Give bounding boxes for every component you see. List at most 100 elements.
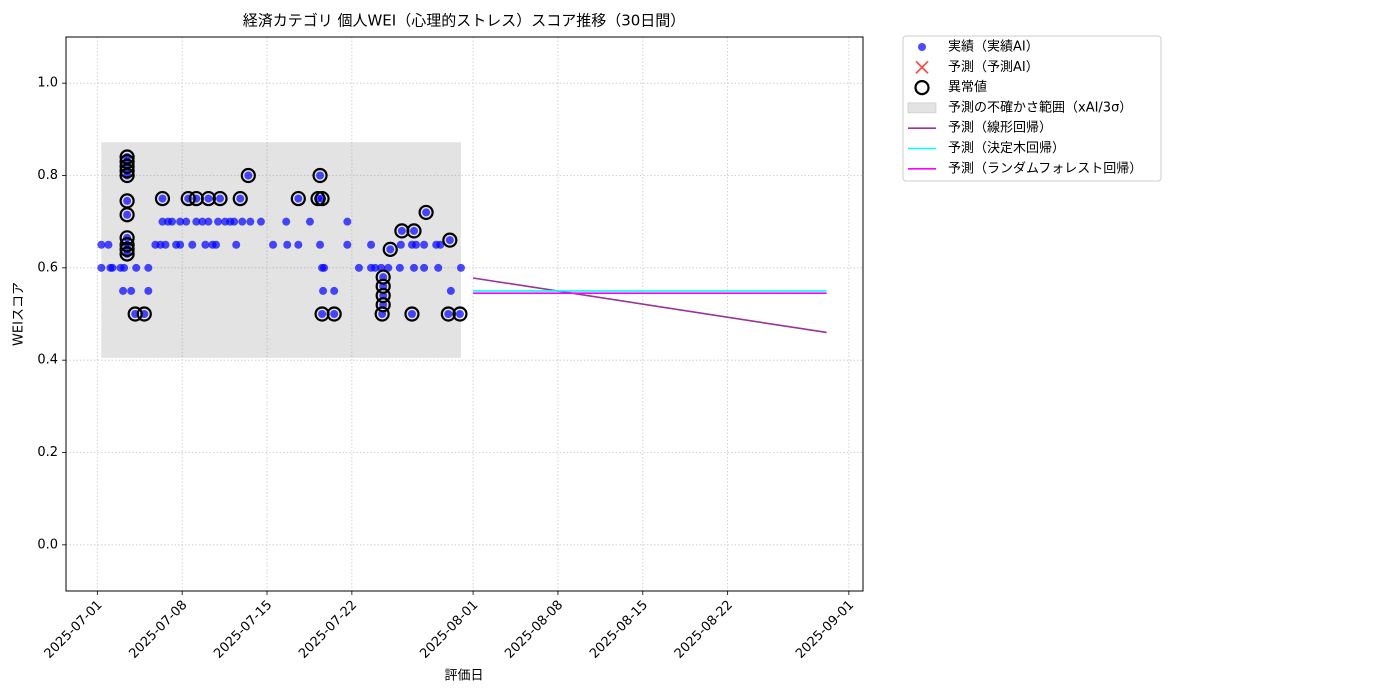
legend-label: 予測（決定木回帰） (948, 140, 1065, 156)
x-tick-label: 2025-07-15 (211, 598, 275, 662)
anomaly-ring (375, 278, 391, 294)
actual-point (246, 217, 255, 226)
anomaly-ring (290, 190, 306, 207)
actual-point (182, 217, 191, 226)
actual-point (158, 194, 167, 203)
actual-point (412, 240, 421, 249)
actual-point (316, 240, 325, 249)
actual-point (123, 196, 132, 205)
actual-point (434, 263, 443, 272)
actual-point (168, 217, 177, 226)
actual-point (144, 286, 153, 295)
actual-point (444, 310, 453, 318)
anomaly-ring (119, 241, 135, 257)
anomaly-ring (212, 190, 228, 207)
actual-point (216, 194, 225, 203)
anomaly-ring (232, 190, 248, 207)
anomaly-ring (374, 306, 390, 322)
anomaly-ring (440, 306, 456, 322)
x-tick-label: 2025-08-15 (587, 598, 651, 662)
anomaly-ring (119, 158, 135, 174)
anomaly-ring (375, 287, 391, 304)
actual-point (188, 240, 197, 249)
anomaly-ring (310, 190, 326, 207)
legend-marker (914, 79, 930, 96)
actual-point (123, 210, 132, 219)
actual-point (269, 240, 278, 249)
legend-label: 予測（予測AI） (948, 60, 1039, 75)
actual-point (283, 240, 292, 249)
actual-point (320, 263, 329, 272)
x-tick-label: 2025-08-01 (417, 598, 481, 662)
x-tick-label: 2025-09-01 (793, 598, 857, 662)
anomaly-ring (154, 190, 171, 207)
x-tick-label: 2025-07-08 (126, 598, 190, 662)
actual-point (318, 310, 327, 318)
actual-point (455, 310, 464, 318)
x-tick-label: 2025-07-22 (296, 598, 360, 662)
actual-point (330, 310, 339, 318)
anomaly-ring (127, 306, 143, 322)
actual-point (456, 263, 465, 272)
anomaly-ring (119, 230, 135, 246)
actual-point (282, 217, 291, 226)
anomaly-ring (119, 237, 135, 253)
anomaly-ring (418, 204, 434, 221)
actual-point (305, 217, 314, 226)
actual-point (371, 263, 380, 272)
actual-point (144, 263, 153, 272)
actual-point (343, 240, 352, 249)
actual-point (204, 217, 213, 226)
anomaly-ring (406, 223, 422, 239)
actual-point (230, 217, 239, 226)
anomaly-ring (382, 241, 398, 257)
actual-point (316, 171, 325, 180)
actual-point (204, 194, 213, 203)
anomaly-ring (136, 306, 152, 322)
anomaly-ring (375, 297, 391, 313)
actual-point (104, 240, 113, 249)
actual-point (158, 217, 167, 226)
anomaly-ring (240, 167, 256, 184)
actual-point (176, 217, 185, 226)
actual-point (446, 286, 455, 295)
y-tick-label: 1.0 (37, 76, 58, 91)
actual-point (127, 286, 136, 295)
anomaly-ring (119, 167, 135, 184)
prediction-line (472, 277, 827, 334)
anomaly-ring (119, 163, 135, 179)
actual-point (108, 263, 117, 272)
actual-point (232, 240, 241, 249)
legend-marker (907, 102, 937, 114)
actual-point (244, 171, 253, 180)
legend-label: 予測（ランダムフォレスト回帰） (948, 160, 1142, 176)
actual-point (120, 263, 129, 272)
legend-label: 異常値 (948, 79, 987, 95)
legend-label: 予測（線形回帰） (948, 120, 1052, 136)
actual-point (97, 263, 106, 272)
actual-point (132, 263, 141, 272)
actual-point (212, 240, 221, 249)
legend-marker (918, 43, 926, 51)
chart-title: 経済カテゴリ 個人WEI（心理的ストレス）スコア推移（30日間） (243, 12, 686, 30)
legend-label: 実績（実績AI） (948, 39, 1039, 55)
actual-point (236, 194, 245, 203)
actual-point (256, 217, 265, 226)
y-tick-label: 0.2 (37, 445, 58, 460)
actual-point (294, 240, 303, 249)
x-tick-label: 2025-07-01 (42, 598, 106, 662)
actual-point (384, 263, 393, 272)
actual-point (294, 194, 303, 203)
legend-label: 予測の不確かさ範囲（xAI/3σ） (948, 99, 1132, 115)
anomaly-ring (200, 190, 217, 207)
anomaly-ring (314, 190, 330, 207)
actual-point (395, 263, 404, 272)
actual-point (319, 286, 328, 295)
y-axis-label: WEIスコア (12, 282, 27, 346)
anomaly-ring (375, 269, 391, 285)
anomaly-ring (119, 207, 135, 223)
x-axis-label: 評価日 (444, 669, 483, 684)
y-tick-label: 0.8 (37, 168, 58, 183)
